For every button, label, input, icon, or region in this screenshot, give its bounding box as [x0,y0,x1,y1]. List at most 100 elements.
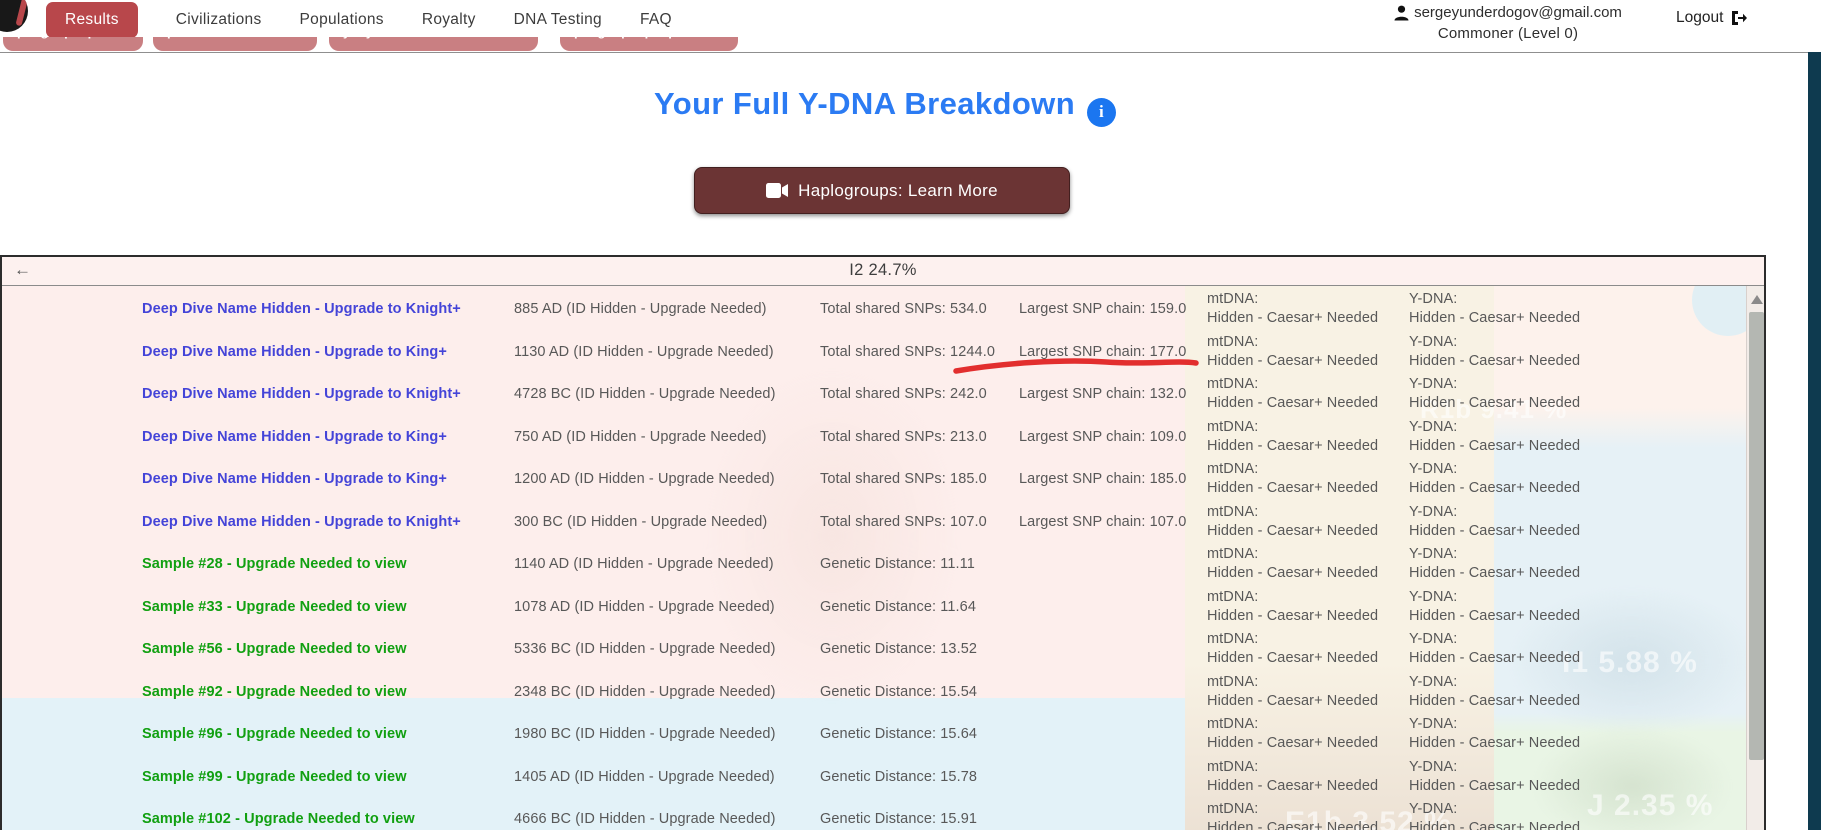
deep-dive-upgrade-link[interactable]: Deep Dive Name Hidden - Upgrade to King+ [142,428,447,445]
nav-divider [0,52,1821,53]
mtdna-status: mtDNA: Hidden - Caesar+ Needed [1207,290,1378,328]
mtdna-status: mtDNA: Hidden - Caesar+ Needed [1207,673,1378,711]
deep-dive-upgrade-link[interactable]: Deep Dive Name Hidden - Upgrade to Knigh… [142,386,461,403]
ydna-status: Y-DNA: Hidden - Caesar+ Needed [1409,375,1580,413]
ydna-status: Y-DNA: Hidden - Caesar+ Needed [1409,333,1580,371]
ydna-value: Hidden - Caesar+ Needed [1409,437,1581,454]
total-shared-snps: Total shared SNPs: 107.0 [820,513,987,530]
user-account-block: sergeyunderdogov@gmail.com Commoner (Lev… [1378,4,1638,42]
ydna-status: Y-DNA: Hidden - Caesar+ Needed [1409,503,1580,541]
sample-upgrade-link[interactable]: Sample #92 - Upgrade Needed to view [142,683,407,700]
nav-item-populations[interactable]: Populations [299,11,384,28]
table-row: Sample #56 - Upgrade Needed to view 5336 … [2,628,1764,671]
filter-dropdown-button[interactable]: p g p p p [560,37,738,51]
mtdna-status: mtDNA: Hidden - Caesar+ Needed [1207,503,1378,541]
haplogroup-pie-watermark: R1b 9.41 % [1420,394,1568,424]
haplogroup-pie-watermark: J 2.35 % [1587,789,1714,822]
matches-table: Deep Dive Name Hidden - Upgrade to Knigh… [2,288,1764,830]
nav-item-royalty[interactable]: Royalty [421,11,476,28]
ydna-label: Y-DNA: [1409,631,1458,648]
ydna-value: Hidden - Caesar+ Needed [1409,777,1581,794]
site-logo[interactable] [0,0,28,32]
logout-icon [1732,11,1748,25]
nav-item-dna-testing[interactable]: DNA Testing [513,11,602,28]
largest-snp-chain: Largest SNP chain: 185.0 [1019,471,1187,488]
sample-upgrade-link[interactable]: Sample #96 - Upgrade Needed to view [142,726,407,743]
haplogroups-learn-more-button[interactable]: Haplogroups: Learn More [694,167,1070,214]
deep-dive-upgrade-link[interactable]: Deep Dive Name Hidden - Upgrade to King+ [142,471,447,488]
ydna-value: Hidden - Caesar+ Needed [1409,820,1581,830]
table-row: Deep Dive Name Hidden - Upgrade to King+… [2,416,1764,459]
ydna-label: Y-DNA: [1409,801,1458,818]
table-row: Sample #33 - Upgrade Needed to view 1078 … [2,586,1764,629]
table-row: Sample #102 - Upgrade Needed to view 4666… [2,798,1764,830]
match-date: 1130 AD (ID Hidden - Upgrade Needed) [514,343,774,360]
mtdna-label: mtDNA: [1207,418,1259,435]
genetic-distance: Genetic Distance: 15.54 [820,683,978,700]
panel-scrollbar[interactable] [1746,286,1764,830]
filter-dropdown-button[interactable]: y y [329,37,538,51]
mtdna-value: Hidden - Caesar+ Needed [1207,820,1379,830]
match-date: 4728 BC (ID Hidden - Upgrade Needed) [514,386,776,403]
deep-dive-upgrade-link[interactable]: Deep Dive Name Hidden - Upgrade to King+ [142,343,447,360]
ydna-label: Y-DNA: [1409,758,1458,775]
filter-dropdown-button[interactable]: p g p p [3,37,143,51]
table-row: Sample #99 - Upgrade Needed to view 1405 … [2,756,1764,799]
sample-upgrade-link[interactable]: Sample #28 - Upgrade Needed to view [142,556,407,573]
mtdna-label: mtDNA: [1207,716,1259,733]
deep-dive-upgrade-link[interactable]: Deep Dive Name Hidden - Upgrade to Knigh… [142,513,461,530]
ydna-value: Hidden - Caesar+ Needed [1409,650,1581,667]
ydna-label: Y-DNA: [1409,503,1458,520]
mtdna-label: mtDNA: [1207,291,1259,308]
info-icon[interactable]: i [1087,97,1117,127]
ydna-status: Y-DNA: Hidden - Caesar+ Needed [1409,290,1580,328]
total-shared-snps: Total shared SNPs: 1244.0 [820,343,995,360]
deep-dive-upgrade-link[interactable]: Deep Dive Name Hidden - Upgrade to Knigh… [142,301,461,318]
sample-upgrade-link[interactable]: Sample #33 - Upgrade Needed to view [142,598,407,615]
mtdna-value: Hidden - Caesar+ Needed [1207,352,1379,369]
filter-text-fragment: y y [343,37,379,39]
user-icon [1394,5,1409,20]
mtdna-value: Hidden - Caesar+ Needed [1207,480,1379,497]
match-date: 4666 BC (ID Hidden - Upgrade Needed) [514,811,776,828]
mtdna-label: mtDNA: [1207,631,1259,648]
mtdna-status: mtDNA: Hidden - Caesar+ Needed [1207,460,1378,498]
table-row: Deep Dive Name Hidden - Upgrade to Knigh… [2,501,1764,544]
ydna-value: Hidden - Caesar+ Needed [1409,310,1581,327]
match-date: 2348 BC (ID Hidden - Upgrade Needed) [514,683,776,700]
largest-snp-chain: Largest SNP chain: 109.0 [1019,428,1187,445]
back-arrow[interactable]: ← [14,260,31,279]
page-title-row: Your Full Y-DNA Breakdown i [0,86,1770,127]
largest-snp-chain: Largest SNP chain: 177.0 [1019,343,1187,360]
total-shared-snps: Total shared SNPs: 213.0 [820,428,987,445]
haplogroup-panel: ← I2 24.7% R1b 9.41 % I1 5.88 % J 2.35 % E1… [0,255,1766,830]
genetic-distance: Genetic Distance: 15.91 [820,811,978,828]
background-image-blob [1507,586,1757,736]
nav-item-civilizations[interactable]: Civilizations [175,11,262,28]
mtdna-status: mtDNA: Hidden - Caesar+ Needed [1207,630,1378,668]
scrollbar-thumb[interactable] [1749,312,1764,760]
match-date: 750 AD (ID Hidden - Upgrade Needed) [514,428,767,445]
ydna-status: Y-DNA: Hidden - Caesar+ Needed [1409,673,1580,711]
sample-upgrade-link[interactable]: Sample #99 - Upgrade Needed to view [142,768,407,785]
nav-item-results[interactable]: Results [46,2,138,38]
table-row: Sample #96 - Upgrade Needed to view 1980 … [2,713,1764,756]
logout-button[interactable]: Logout [1676,9,1748,27]
sample-upgrade-link[interactable]: Sample #102 - Upgrade Needed to view [142,811,415,828]
mtdna-status: mtDNA: Hidden - Caesar+ Needed [1207,758,1378,796]
total-shared-snps: Total shared SNPs: 534.0 [820,301,987,318]
mtdna-status: mtDNA: Hidden - Caesar+ Needed [1207,800,1378,830]
table-row: Deep Dive Name Hidden - Upgrade to Knigh… [2,288,1764,331]
nav-item-faq[interactable]: FAQ [639,11,672,28]
genetic-distance: Genetic Distance: 15.78 [820,768,978,785]
total-shared-snps: Total shared SNPs: 185.0 [820,471,987,488]
scroll-up-arrow-icon[interactable] [1751,295,1763,304]
filter-dropdown-button[interactable]: p [153,37,317,51]
filter-text-fragment: p g p p p [574,37,682,39]
table-row: Deep Dive Name Hidden - Upgrade to King+… [2,458,1764,501]
ydna-value: Hidden - Caesar+ Needed [1409,395,1581,412]
ydna-status: Y-DNA: Hidden - Caesar+ Needed [1409,715,1580,753]
ydna-label: Y-DNA: [1409,418,1458,435]
panel-body: R1b 9.41 % I1 5.88 % J 2.35 % E1b 3.52 % De… [2,258,1764,830]
sample-upgrade-link[interactable]: Sample #56 - Upgrade Needed to view [142,641,407,658]
